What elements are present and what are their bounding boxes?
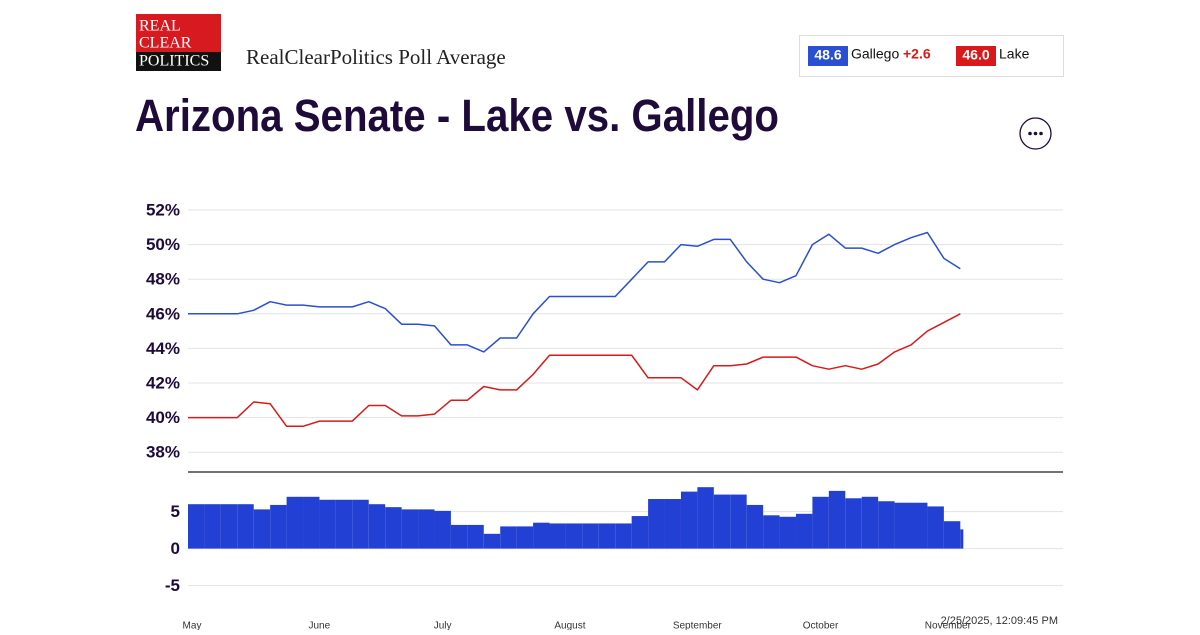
bar xyxy=(648,499,665,549)
y-tick-label: 38% xyxy=(146,443,180,462)
bar xyxy=(598,523,616,549)
bar xyxy=(352,499,369,549)
bar xyxy=(894,502,912,549)
bar xyxy=(615,523,632,549)
bar xyxy=(483,533,501,549)
x-tick-label: September xyxy=(673,621,723,630)
bar xyxy=(812,496,829,549)
x-tick-label: June xyxy=(309,621,331,630)
bar xyxy=(861,496,879,549)
bar xyxy=(434,510,451,549)
bar xyxy=(582,523,599,549)
bar xyxy=(237,504,254,549)
bar xyxy=(828,490,846,549)
bar xyxy=(664,499,681,549)
bar xyxy=(878,501,895,549)
bar xyxy=(418,509,435,549)
bar xyxy=(960,529,964,549)
logo-text: POLITICS xyxy=(139,53,209,70)
bar xyxy=(270,504,287,549)
x-tick-label: May xyxy=(183,621,202,630)
menu-dot[interactable] xyxy=(1033,131,1038,136)
y-tick-label: 0 xyxy=(171,539,180,558)
bar xyxy=(713,494,731,549)
bar xyxy=(730,494,747,549)
bar xyxy=(943,521,961,549)
bar xyxy=(220,504,238,549)
bar xyxy=(500,526,517,549)
y-tick-label: 50% xyxy=(146,235,180,254)
bar xyxy=(631,516,649,549)
legend-spread: +2.6 xyxy=(903,46,931,62)
bar xyxy=(385,507,402,549)
bar xyxy=(927,506,944,549)
bar xyxy=(911,502,928,549)
bar xyxy=(253,509,271,549)
legend-badge xyxy=(808,46,848,66)
menu-button[interactable] xyxy=(1019,117,1052,150)
y-tick-label: 42% xyxy=(146,373,180,392)
bar xyxy=(779,516,796,549)
timestamp: 2/25/2025, 12:09:45 PM xyxy=(941,615,1058,627)
y-tick-label: 5 xyxy=(171,502,180,521)
legend-name: Gallego xyxy=(851,46,899,62)
y-tick-label: 52% xyxy=(146,200,180,219)
logo-text: CLEAR xyxy=(139,35,192,52)
bar xyxy=(697,487,714,549)
bar xyxy=(795,513,813,549)
bar xyxy=(549,523,566,549)
x-tick-label: July xyxy=(434,621,452,630)
menu-dot[interactable] xyxy=(1028,131,1032,136)
y-tick-label: 46% xyxy=(146,304,180,323)
bar xyxy=(286,496,304,549)
y-tick-label: -5 xyxy=(165,576,180,595)
y-tick-label: 40% xyxy=(146,408,180,427)
legend-value: 48.6 xyxy=(814,47,841,63)
bar xyxy=(368,504,386,549)
menu-dot[interactable] xyxy=(1039,131,1043,136)
y-tick-label: 44% xyxy=(146,339,180,358)
series-line xyxy=(188,231,961,353)
legend-value: 46.0 xyxy=(962,47,989,63)
bar xyxy=(845,498,862,549)
bar xyxy=(516,526,534,549)
bar xyxy=(680,491,698,549)
bar xyxy=(763,515,780,549)
chart-title: Arizona Senate - Lake vs. Gallego xyxy=(135,90,779,141)
x-tick-label: November xyxy=(925,621,972,630)
subtitle: RealClearPolitics Poll Average xyxy=(246,45,506,69)
bar xyxy=(188,504,205,549)
x-tick-label: October xyxy=(803,621,839,630)
bar xyxy=(303,496,320,549)
bar xyxy=(746,504,764,549)
y-tick-label: 48% xyxy=(146,270,180,289)
bar xyxy=(204,504,221,549)
legend-name: Lake xyxy=(999,46,1030,62)
bar xyxy=(467,524,484,549)
bar xyxy=(533,522,550,549)
logo-band xyxy=(136,52,221,71)
bar xyxy=(450,524,468,549)
series-line xyxy=(188,313,961,428)
x-tick-label: August xyxy=(554,621,585,630)
bar xyxy=(565,523,583,549)
bar xyxy=(401,509,419,549)
logo-text: REAL xyxy=(139,18,181,35)
bar xyxy=(319,499,336,549)
bar xyxy=(335,499,353,549)
legend-badge xyxy=(956,46,996,66)
